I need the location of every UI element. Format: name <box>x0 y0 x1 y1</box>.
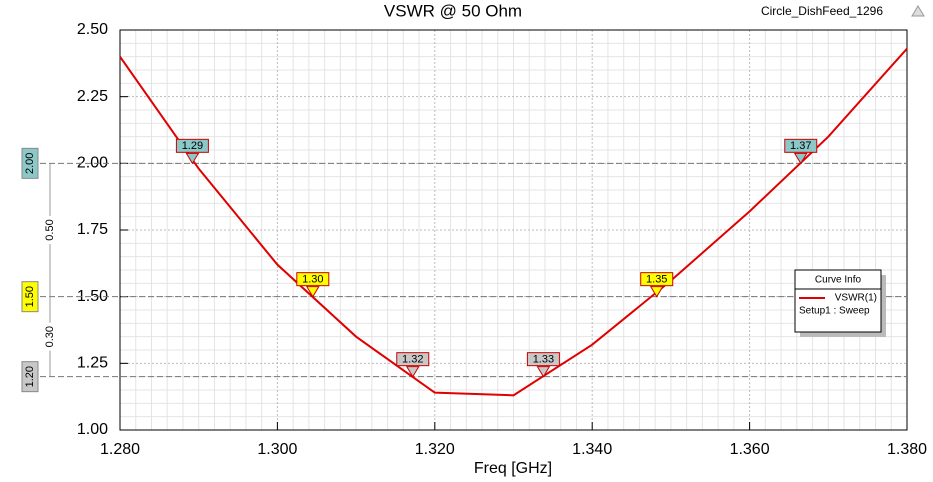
marker-label: 1.30 <box>302 274 323 286</box>
delta-label: 0.30 <box>44 326 56 347</box>
legend-subtitle: Setup1 : Sweep <box>799 306 870 317</box>
project-name: Circle_DishFeed_1296 <box>761 4 883 18</box>
marker-pointer <box>649 286 664 298</box>
marker-box <box>175 138 209 153</box>
chart-title: VSWR @ 50 Ohm <box>384 1 522 20</box>
marker-label: 1.32 <box>402 354 423 366</box>
y-tick-label: 1.75 <box>77 221 108 238</box>
marker-pointer <box>793 152 808 165</box>
x-tick-label: 1.300 <box>257 441 297 458</box>
marker-box <box>396 352 430 367</box>
marker-label: 1.37 <box>790 140 811 152</box>
marker-tag <box>21 281 39 313</box>
y-tick-label: 2.50 <box>77 21 108 38</box>
marker-tag-label: 1.50 <box>24 286 36 307</box>
marker-pointer <box>536 366 551 378</box>
delta-bg <box>43 322 57 351</box>
marker-box <box>296 272 330 287</box>
marker-label: 1.29 <box>182 140 203 152</box>
marker-tag-label: 2.00 <box>24 153 36 174</box>
marker-label: 1.33 <box>533 354 554 366</box>
project-icon <box>911 5 925 17</box>
x-tick-label: 1.340 <box>572 441 612 458</box>
y-tick-label: 1.00 <box>77 421 108 438</box>
y-tick-label: 2.25 <box>77 88 108 105</box>
x-tick-label: 1.380 <box>887 441 927 458</box>
marker-box <box>640 272 674 287</box>
marker-pointer <box>405 366 420 378</box>
legend <box>794 269 882 333</box>
delta-bg <box>43 216 57 244</box>
marker-tag <box>21 147 39 179</box>
delta-label: 0.50 <box>44 219 56 240</box>
x-tick-label: 1.360 <box>730 441 770 458</box>
x-tick-label: 1.320 <box>415 441 455 458</box>
plot-frame <box>119 29 908 431</box>
marker-tag-label: 1.20 <box>24 366 36 387</box>
marker-label: 1.35 <box>646 274 667 286</box>
legend-label: VSWR(1) <box>835 293 877 304</box>
marker-pointer <box>305 286 320 298</box>
x-tick-label: 1.280 <box>100 441 140 458</box>
y-tick-label: 1.25 <box>77 355 108 372</box>
y-tick-label: 1.50 <box>77 288 108 305</box>
legend-title: Curve Info <box>815 275 862 286</box>
marker-pointer <box>185 152 200 165</box>
marker-tag <box>21 361 39 393</box>
marker-box <box>526 352 560 367</box>
y-tick-label: 2.00 <box>77 155 108 172</box>
x-axis-label: Freq [GHz] <box>474 460 552 477</box>
series-line <box>119 48 908 397</box>
marker-box <box>784 138 818 153</box>
